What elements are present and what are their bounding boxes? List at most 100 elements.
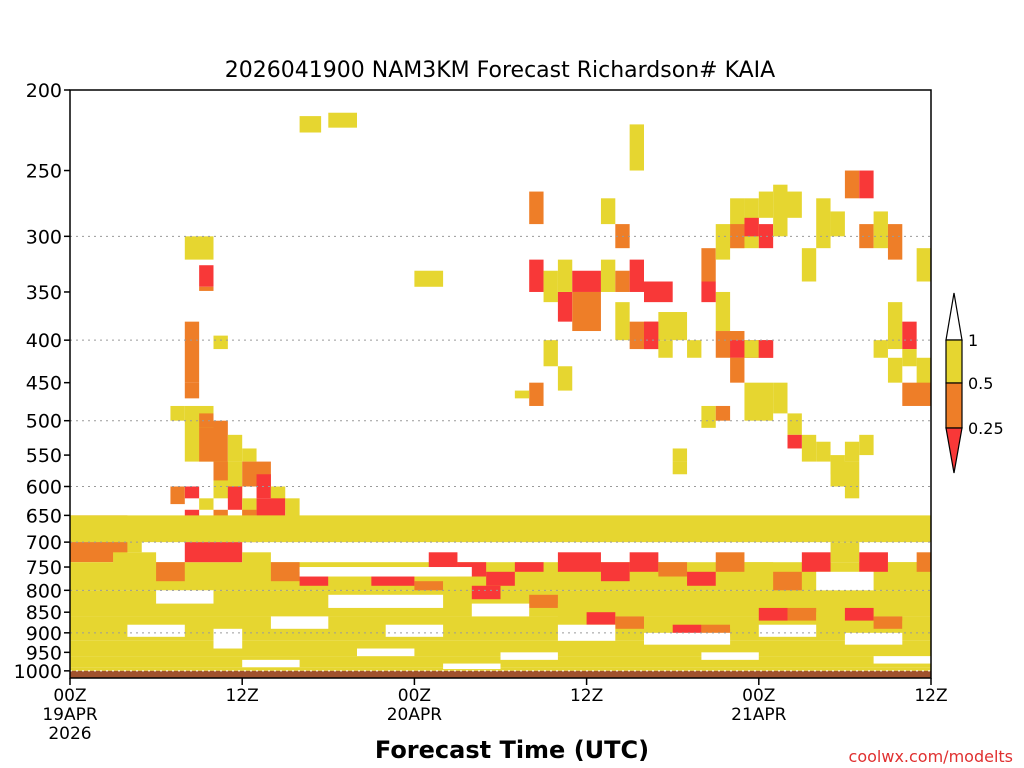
heatmap-cell xyxy=(701,281,716,303)
heatmap-cell xyxy=(773,571,802,591)
heatmap-cell xyxy=(758,224,774,249)
heatmap-cell xyxy=(916,248,931,282)
heatmap-cell xyxy=(486,571,515,586)
heatmap-cell xyxy=(414,581,444,591)
heatmap-cell xyxy=(543,340,558,367)
heatmap-cell xyxy=(385,624,444,637)
heatmap-cell xyxy=(701,405,716,428)
heatmap-cell xyxy=(600,198,616,225)
heatmap-cell xyxy=(658,562,688,577)
heatmap-cell xyxy=(801,552,831,572)
legend-swatch-low-tip xyxy=(945,427,963,474)
heatmap-cell xyxy=(428,552,458,572)
x-tick-label: 20APR xyxy=(387,705,443,725)
x-tick-label: 21APR xyxy=(731,705,787,725)
heatmap-cell xyxy=(328,594,444,608)
heatmap-cell xyxy=(859,434,874,456)
heatmap-cell xyxy=(471,585,501,600)
heatmap-cell xyxy=(859,170,874,199)
heatmap-cell xyxy=(70,515,931,543)
heatmap-cell xyxy=(887,562,917,582)
heatmap-cell xyxy=(773,184,788,237)
y-tick-label: 1000 xyxy=(14,661,62,683)
heatmap-cell xyxy=(127,624,185,637)
heatmap-cell xyxy=(213,628,243,649)
x-tick-label: 00Z xyxy=(398,686,431,706)
plot-area xyxy=(70,112,931,678)
heatmap-cell xyxy=(830,461,860,487)
heatmap-cell xyxy=(629,124,644,171)
heatmap-cell xyxy=(213,335,228,350)
heatmap-cell xyxy=(170,405,185,421)
legend-label: 0.5 xyxy=(968,374,993,393)
y-tick-label: 450 xyxy=(26,373,62,395)
heatmap-cell xyxy=(787,607,817,621)
heatmap-cell xyxy=(887,302,903,350)
heatmap-cell xyxy=(600,562,630,582)
heatmap-cell xyxy=(801,248,817,282)
heatmap-cell xyxy=(199,427,214,462)
heatmap-cell xyxy=(199,498,214,510)
y-tick-label: 650 xyxy=(26,505,62,527)
heatmap-cell xyxy=(156,590,214,604)
heatmap-cell xyxy=(514,562,544,572)
heatmap-cell xyxy=(328,576,372,586)
colorbar-legend: 1 0.5 0.25 xyxy=(945,292,1004,474)
heatmap-cell xyxy=(629,259,644,292)
heatmap-cell xyxy=(644,620,673,633)
chart-title: 2026041900 NAM3KM Forecast Richardson# K… xyxy=(225,58,775,83)
heatmap-cell xyxy=(787,191,802,218)
heatmap-cell xyxy=(270,616,329,629)
heatmap-cell xyxy=(887,224,903,260)
heatmap-cell xyxy=(859,552,888,572)
y-tick-label: 300 xyxy=(26,226,62,248)
heatmap-cell xyxy=(644,632,731,645)
heatmap-cell xyxy=(672,461,688,475)
heatmap-cell xyxy=(801,434,817,462)
heatmap-cell xyxy=(715,224,731,260)
heatmap-cell xyxy=(529,259,544,292)
heatmap-cell xyxy=(471,603,530,617)
heatmap-cell xyxy=(184,486,200,499)
heatmap-cell xyxy=(758,340,774,358)
heatmap-cell xyxy=(227,486,243,510)
heatmap-cell xyxy=(184,382,200,399)
heatmap-cell xyxy=(787,434,802,449)
y-tick-label: 600 xyxy=(26,476,62,498)
heatmap-cell xyxy=(557,603,587,617)
heatmap-cell xyxy=(744,382,774,421)
y-tick-label: 400 xyxy=(26,330,62,352)
heatmap-cell xyxy=(156,562,185,582)
y-tick-label: 850 xyxy=(26,602,62,624)
heatmap-cell xyxy=(414,270,444,287)
x-tick-label: 19APR xyxy=(42,705,98,725)
heatmap-cell xyxy=(715,291,731,332)
heatmap-cell xyxy=(715,405,731,421)
y-tick-label: 950 xyxy=(26,642,62,664)
heatmap-cell xyxy=(816,441,831,462)
heatmap-cell xyxy=(557,259,573,292)
heatmap-cell xyxy=(816,571,874,591)
heatmap-cell xyxy=(844,486,860,499)
heatmap-cell xyxy=(758,191,774,218)
heatmap-cell xyxy=(701,248,716,282)
heatmap-cell xyxy=(744,217,759,237)
heatmap-cell xyxy=(213,461,228,481)
heatmap-cell xyxy=(672,448,688,462)
heatmap-cell xyxy=(242,448,257,462)
heatmap-cell xyxy=(758,624,817,637)
plot-frame xyxy=(69,89,932,679)
heatmap-cell xyxy=(557,552,601,572)
heatmap-cell xyxy=(758,607,788,621)
x-tick-label: 2026 xyxy=(48,724,91,744)
legend-swatch xyxy=(945,382,963,429)
heatmap-cell xyxy=(184,236,214,260)
heatmap-cell xyxy=(730,357,745,383)
heatmap-cell xyxy=(572,291,601,332)
x-tick-label: 12Z xyxy=(914,686,947,706)
ground-band xyxy=(70,670,931,678)
x-tick-label: 12Z xyxy=(570,686,603,706)
y-tick-label: 550 xyxy=(26,445,62,467)
